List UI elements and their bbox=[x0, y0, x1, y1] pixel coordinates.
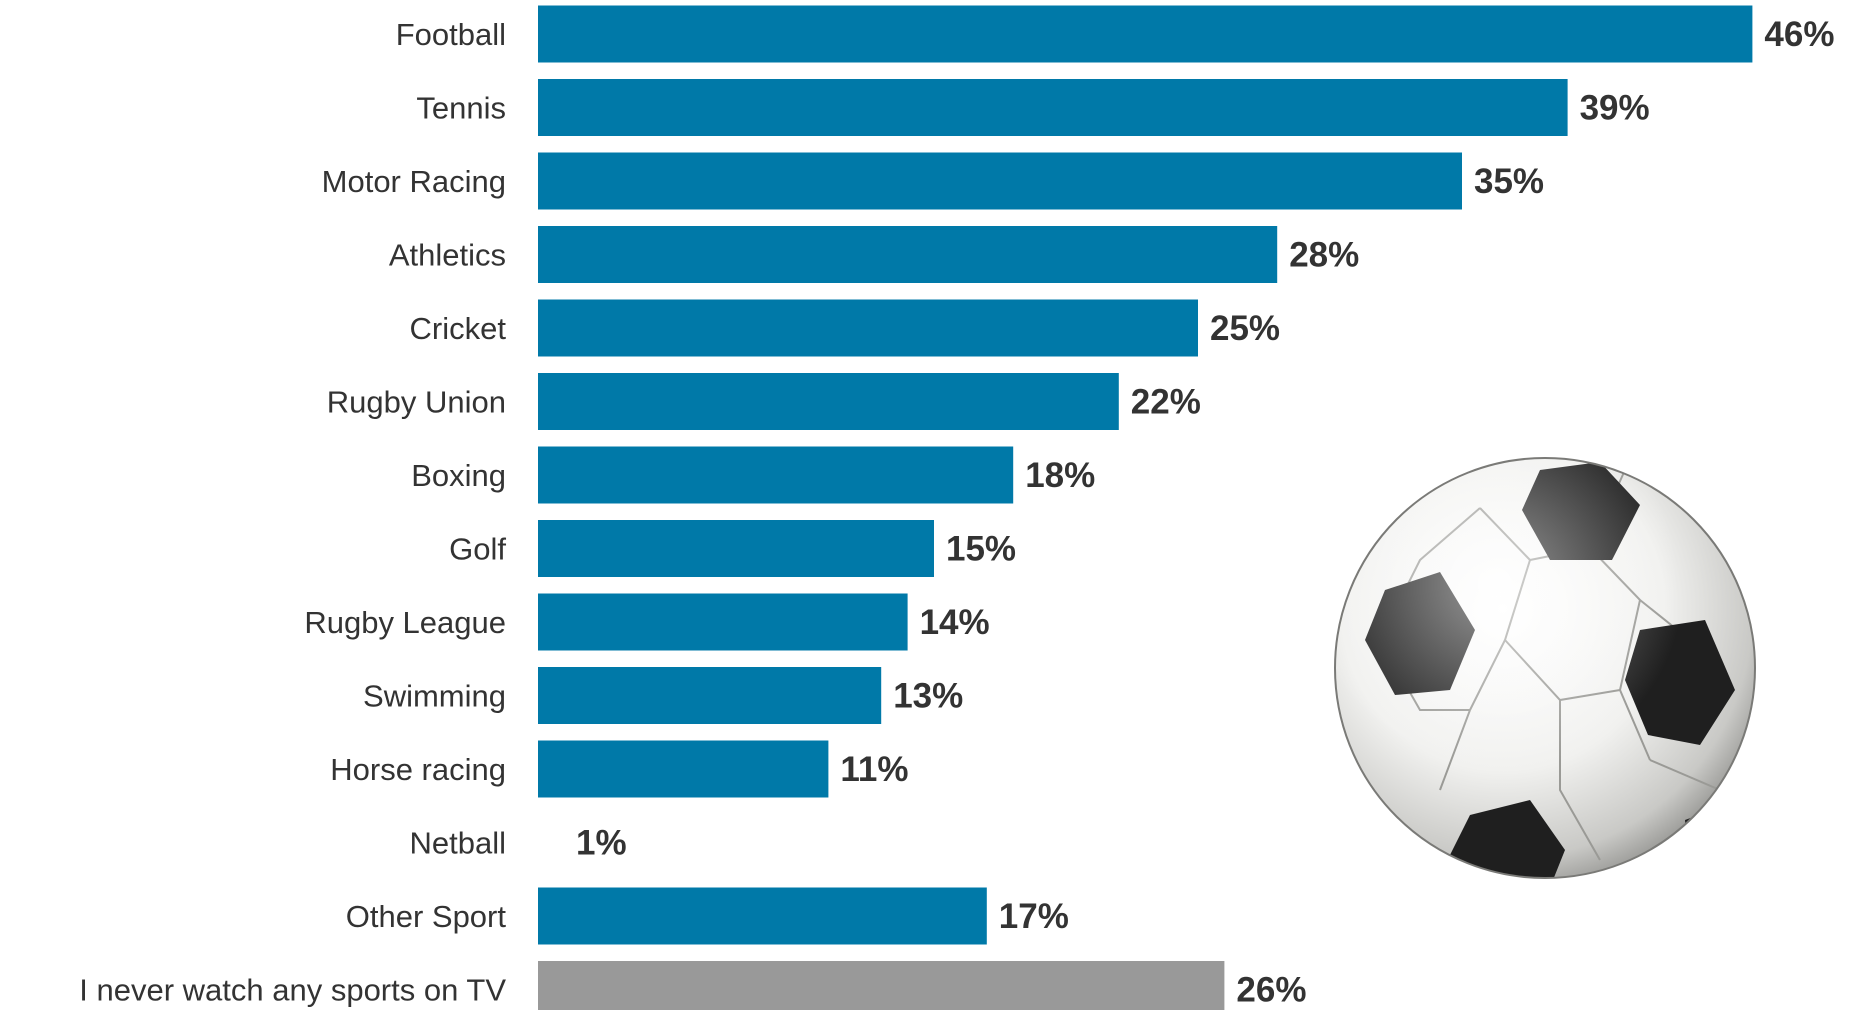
category-label-golf: Golf bbox=[449, 532, 506, 567]
value-label-boxing: 18% bbox=[1025, 456, 1095, 495]
value-label-rugby-league: 14% bbox=[920, 603, 990, 642]
soccer-ball-icon bbox=[1334, 457, 1756, 879]
bar-golf bbox=[538, 520, 934, 577]
value-label-swimming: 13% bbox=[893, 677, 963, 716]
bar-athletics bbox=[538, 226, 1278, 283]
bar-cricket bbox=[538, 299, 1198, 357]
category-label-football: Football bbox=[396, 17, 506, 52]
category-label-other-sport: Other Sport bbox=[346, 899, 507, 934]
category-label-horse-racing: Horse racing bbox=[330, 752, 506, 787]
bar-swimming bbox=[538, 667, 882, 724]
category-label-netball: Netball bbox=[410, 826, 507, 861]
category-label-cricket: Cricket bbox=[410, 311, 507, 346]
bar-horse-racing bbox=[538, 740, 829, 798]
bars-group: Football 46% Tennis 39% Motor Racing 35% Athle… bbox=[79, 5, 1834, 1010]
category-label-motor-racing: Motor Racing bbox=[322, 164, 506, 199]
value-label-motor-racing: 35% bbox=[1474, 162, 1544, 201]
category-label-tennis: Tennis bbox=[416, 91, 506, 126]
bar-motor-racing bbox=[538, 152, 1462, 210]
value-label-horse-racing: 11% bbox=[840, 750, 908, 789]
bar-boxing bbox=[538, 446, 1014, 504]
value-label-rugby-union: 22% bbox=[1131, 383, 1201, 422]
bar-football bbox=[538, 5, 1753, 63]
bar-rugby-union bbox=[538, 373, 1119, 430]
bar-rugby-league bbox=[538, 593, 908, 651]
value-label-i-never-watch-any-sports-on-tv: 26% bbox=[1236, 971, 1306, 1010]
category-label-rugby-union: Rugby Union bbox=[327, 385, 506, 420]
value-label-netball: 1% bbox=[576, 824, 627, 863]
category-label-boxing: Boxing bbox=[411, 458, 506, 493]
value-label-golf: 15% bbox=[946, 530, 1016, 569]
category-label-i-never-watch-any-sports-on-tv: I never watch any sports on TV bbox=[79, 973, 506, 1008]
bar-other-sport bbox=[538, 887, 987, 945]
bar-i-never-watch-any-sports-on-tv bbox=[538, 961, 1225, 1010]
value-label-football: 46% bbox=[1764, 15, 1834, 54]
value-label-athletics: 28% bbox=[1289, 236, 1359, 275]
category-label-swimming: Swimming bbox=[363, 679, 506, 714]
bar-tennis bbox=[538, 79, 1568, 136]
value-label-cricket: 25% bbox=[1210, 309, 1280, 348]
category-label-rugby-league: Rugby League bbox=[304, 605, 506, 640]
value-label-tennis: 39% bbox=[1580, 89, 1650, 128]
category-label-athletics: Athletics bbox=[389, 238, 506, 273]
value-label-other-sport: 17% bbox=[999, 897, 1069, 936]
